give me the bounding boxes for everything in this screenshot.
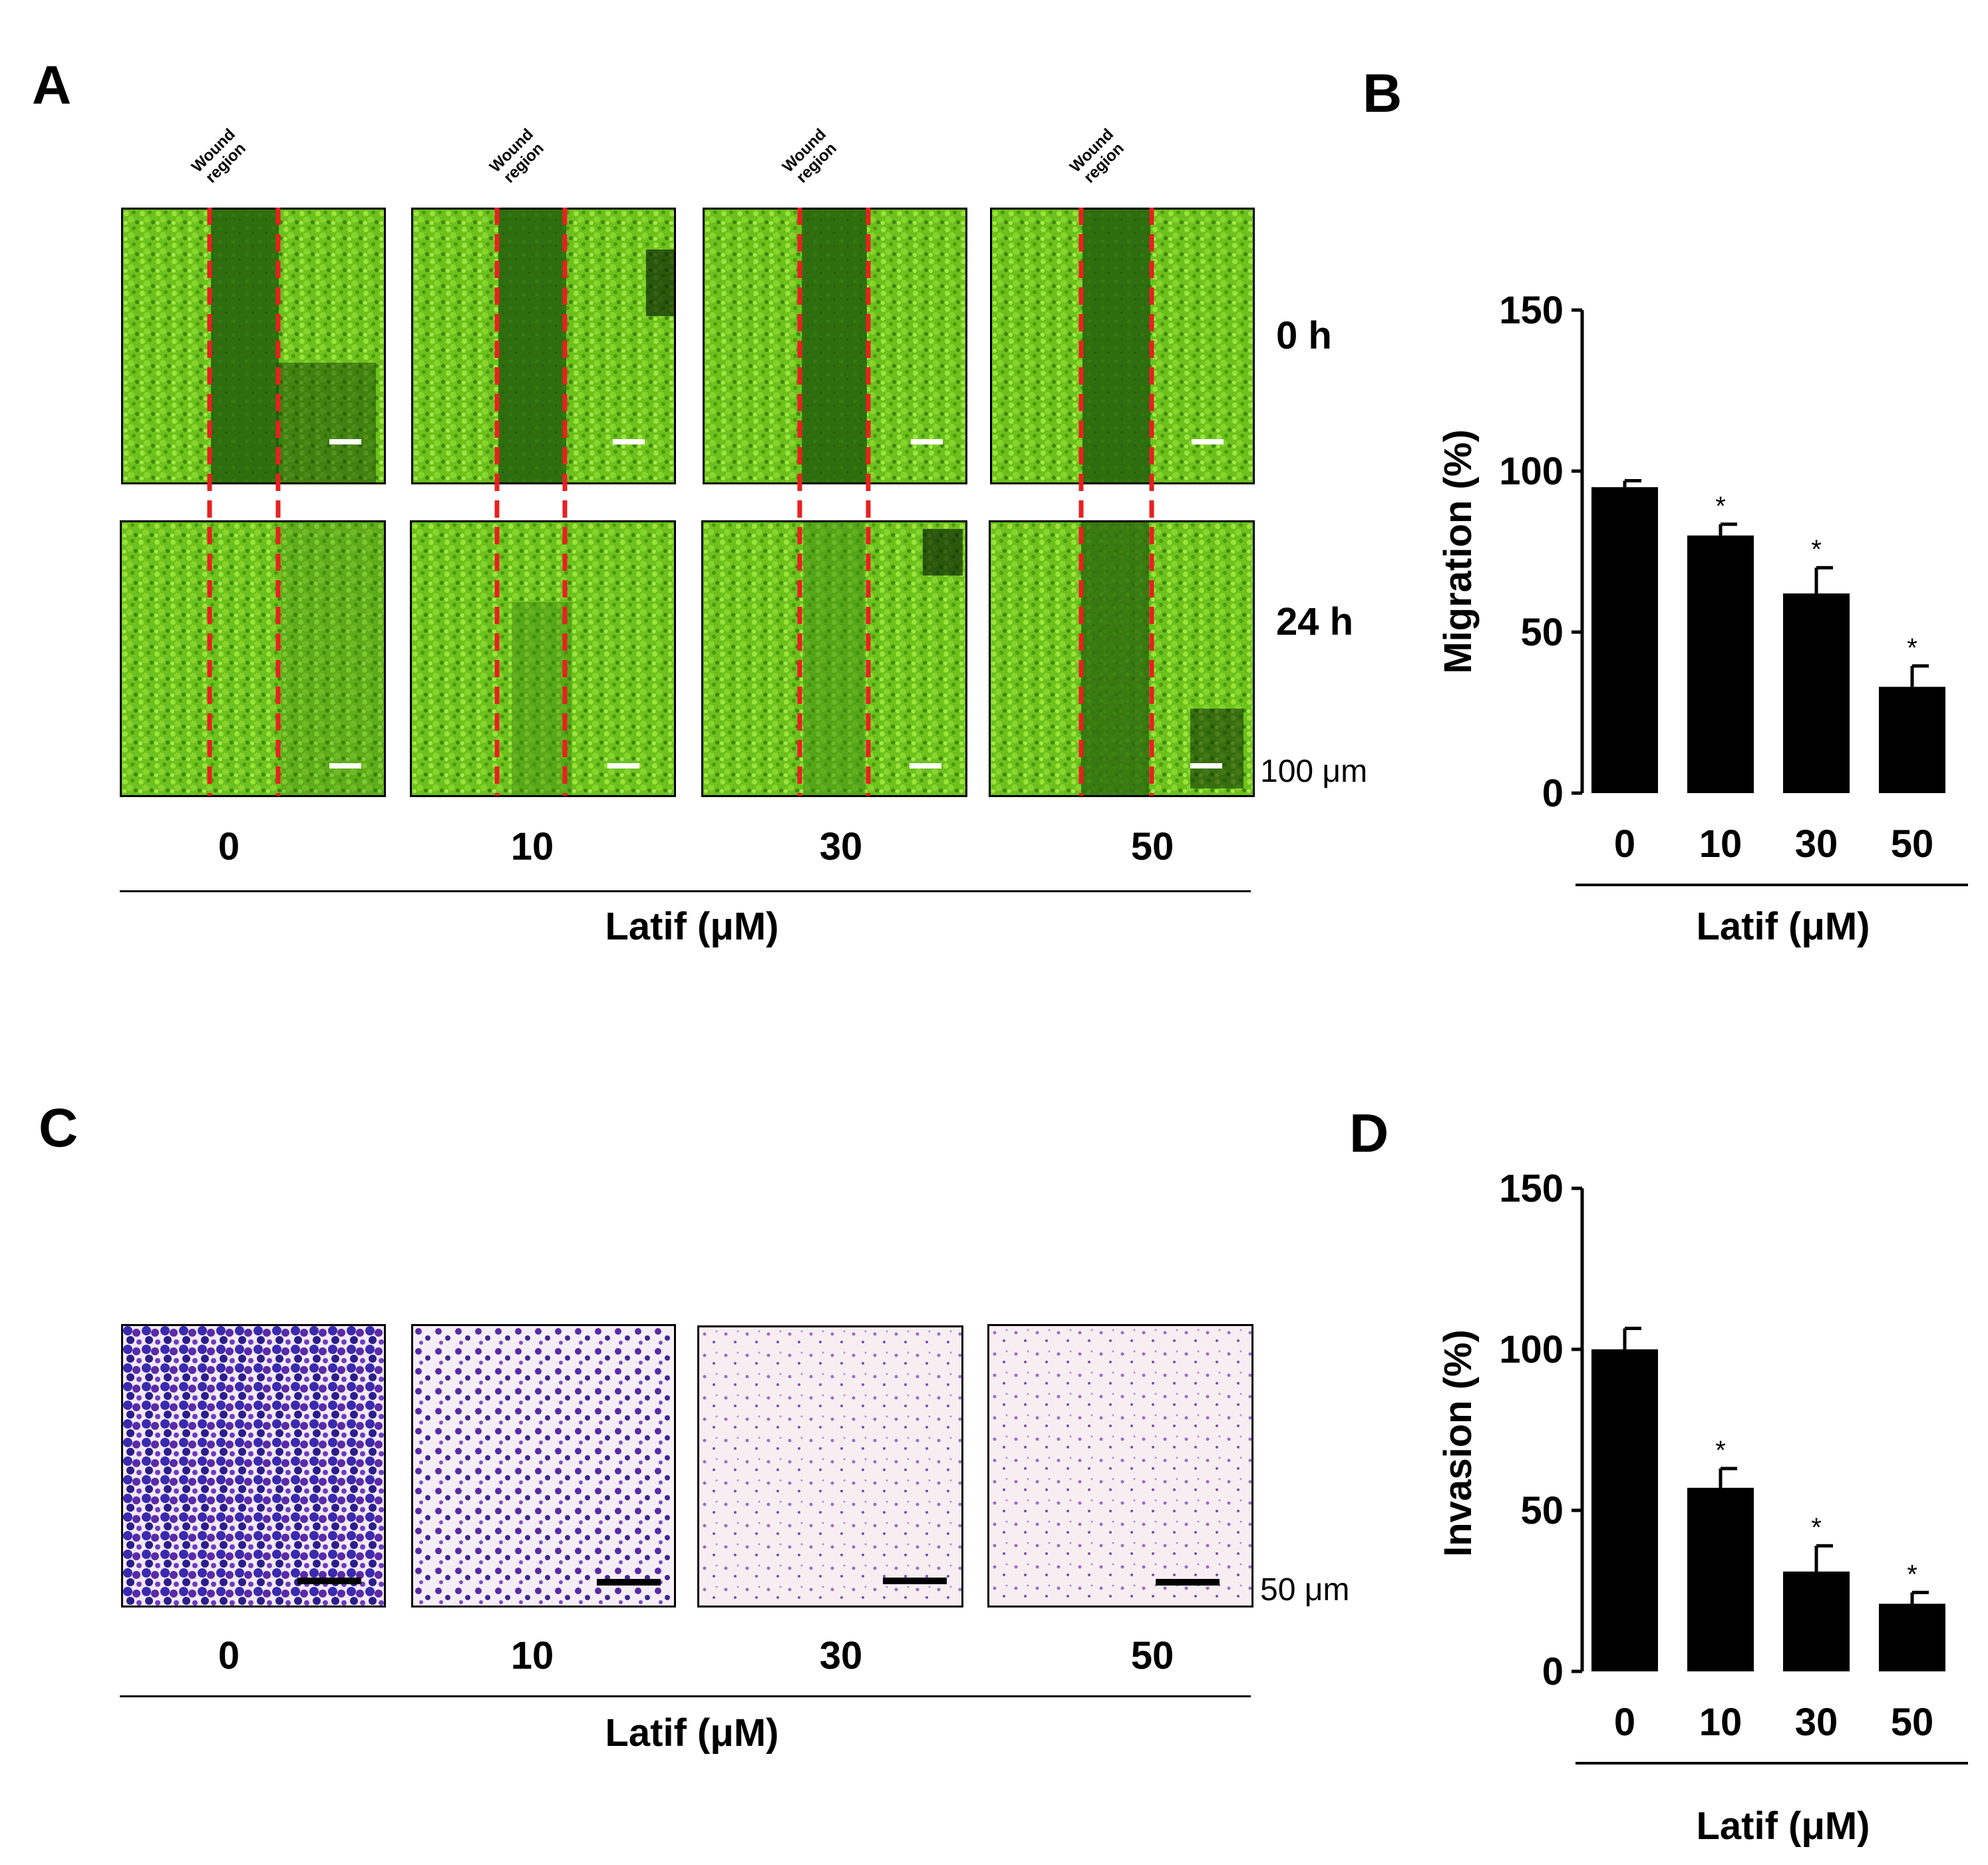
migration-x-tick-label: 0	[1614, 822, 1635, 866]
migration-significance-mark: *	[1811, 535, 1822, 564]
time-label-24h: 24 h	[1276, 600, 1354, 643]
ylabel-d: Invasion (%)	[1436, 1329, 1480, 1557]
invasion-image-50	[987, 1324, 1253, 1608]
invasion-bar-30	[1783, 1571, 1850, 1671]
invasion-y-tick-label: 150	[1499, 1167, 1564, 1210]
wound-image-0h-50	[990, 208, 1255, 484]
micro-texture	[413, 1326, 674, 1606]
axis-rule-a	[120, 890, 1251, 892]
scale-bar	[911, 439, 943, 444]
scale-bar	[1192, 439, 1224, 444]
scale-label-a: 100 μm	[1260, 754, 1368, 789]
conc-label: 30	[819, 825, 863, 868]
migration-x-tick-label: 30	[1795, 822, 1838, 866]
micro-texture	[122, 522, 384, 795]
conc-label: 30	[819, 1634, 863, 1677]
invasion-image-10	[411, 1324, 676, 1608]
scale-bar	[607, 763, 639, 768]
invasion-bar-50	[1879, 1604, 1945, 1671]
xlabel-b: Latif (μM)	[1696, 905, 1870, 948]
time-label-0h: 0 h	[1276, 314, 1332, 357]
scale-bar	[613, 439, 645, 444]
migration-x-tick-label: 50	[1891, 822, 1934, 866]
migration-y-tick-label: 100	[1499, 450, 1564, 493]
scale-bar	[1190, 763, 1222, 768]
micro-texture	[412, 522, 674, 795]
xaxis-title-a: Latif (μM)	[605, 905, 779, 948]
axis-rule-c	[120, 1695, 1251, 1697]
invasion-x-tick-label: 30	[1795, 1701, 1838, 1744]
migration-bar-10	[1687, 535, 1754, 793]
panel-letter-d: D	[1349, 1103, 1389, 1164]
panel-letter-c: C	[39, 1098, 79, 1158]
invasion-significance-mark: *	[1907, 1560, 1917, 1589]
invasion-y-tick-label: 50	[1520, 1489, 1564, 1532]
wound-image-24h-50	[989, 520, 1255, 797]
wound-image-24h-30	[701, 520, 967, 797]
migration-significance-mark: *	[1907, 633, 1917, 663]
panel-letter-b: B	[1363, 63, 1403, 124]
conc-label: 0	[218, 825, 240, 868]
migration-y-tick-label: 0	[1542, 772, 1564, 815]
invasion-bar-10	[1687, 1488, 1754, 1671]
scale-bar	[1156, 1579, 1220, 1586]
micro-texture	[699, 1327, 961, 1606]
migration-y-tick-label: 50	[1520, 611, 1564, 654]
micro-texture	[123, 210, 384, 482]
invasion-bar-0	[1591, 1349, 1658, 1671]
micro-texture	[703, 522, 965, 795]
invasion-y-tick-label: 100	[1499, 1328, 1564, 1371]
wound-image-0h-0	[121, 208, 386, 484]
invasion-chart: 0 50 100 150 0 * 10 * 30 * 50	[1499, 1167, 1968, 1765]
micro-texture	[413, 210, 674, 482]
wound-image-24h-0	[120, 520, 386, 797]
scale-bar	[329, 439, 361, 444]
conc-label: 50	[1130, 825, 1174, 868]
conc-label: 50	[1130, 1634, 1174, 1677]
wound-image-0h-10	[411, 208, 676, 484]
scale-label-c: 50 μm	[1260, 1572, 1350, 1608]
scale-bar	[597, 1579, 661, 1586]
micro-texture	[989, 1326, 1251, 1606]
scale-bar	[883, 1578, 947, 1584]
micro-texture	[705, 210, 965, 482]
micro-texture	[123, 1326, 384, 1606]
invasion-x-tick-label: 0	[1614, 1701, 1635, 1744]
migration-y-tick-label: 150	[1499, 289, 1564, 332]
wound-image-0h-30	[703, 208, 967, 484]
scale-bar	[910, 763, 941, 768]
xaxis-title-c: Latif (μM)	[605, 1711, 779, 1755]
migration-significance-mark: *	[1715, 492, 1726, 521]
wound-image-24h-10	[410, 520, 676, 797]
migration-bar-0	[1591, 487, 1658, 793]
scale-bar	[297, 1578, 361, 1584]
invasion-x-tick-label: 50	[1891, 1701, 1934, 1744]
migration-chart: 0 50 100 150 0 * 10 * 30 * 50	[1499, 289, 1968, 886]
invasion-image-30	[697, 1325, 963, 1608]
wound-lines-overlay	[207, 208, 1154, 796]
xlabel-d: Latif (μM)	[1696, 1804, 1870, 1848]
panel-letter-a: A	[32, 55, 72, 116]
ylabel-b: Migration (%)	[1436, 429, 1480, 674]
invasion-y-tick-label: 0	[1542, 1650, 1564, 1693]
conc-label: 10	[510, 825, 554, 868]
conc-label: 10	[510, 1634, 554, 1677]
migration-x-tick-label: 10	[1699, 822, 1742, 866]
invasion-x-tick-label: 10	[1699, 1701, 1742, 1744]
micro-texture	[992, 210, 1253, 482]
conc-label: 0	[218, 1634, 240, 1677]
invasion-image-0	[121, 1324, 386, 1608]
migration-bar-30	[1783, 593, 1850, 793]
invasion-significance-mark: *	[1715, 1436, 1726, 1465]
migration-bar-50	[1879, 687, 1945, 793]
invasion-significance-mark: *	[1811, 1513, 1822, 1542]
scale-bar	[329, 763, 361, 768]
micro-texture	[991, 522, 1253, 795]
